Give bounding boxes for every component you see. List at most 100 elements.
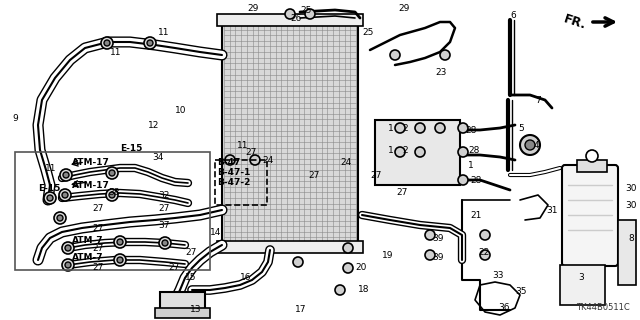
Text: 11: 11 [110, 47, 122, 57]
Circle shape [44, 192, 56, 204]
Text: 1: 1 [388, 124, 394, 132]
Text: 1: 1 [468, 161, 474, 170]
Circle shape [343, 243, 353, 253]
Bar [222, 22, 358, 245]
Text: 36: 36 [498, 303, 509, 313]
Text: 20: 20 [355, 263, 366, 273]
Text: 17: 17 [295, 306, 307, 315]
Bar [618, 220, 636, 285]
Bar [15, 152, 210, 270]
Bar [577, 160, 607, 172]
Text: E-15: E-15 [120, 143, 142, 153]
Text: 18: 18 [358, 285, 369, 294]
Text: 2: 2 [402, 124, 408, 132]
Circle shape [109, 170, 115, 176]
Text: 1: 1 [388, 146, 394, 155]
Text: 6: 6 [510, 11, 516, 20]
Circle shape [114, 236, 126, 248]
Text: B-47: B-47 [217, 157, 241, 166]
Circle shape [480, 230, 490, 240]
Circle shape [65, 245, 71, 251]
Circle shape [250, 155, 260, 165]
Text: 27: 27 [92, 263, 104, 273]
Circle shape [62, 242, 74, 254]
Bar [160, 292, 205, 314]
Text: 39: 39 [432, 234, 444, 243]
Bar [375, 120, 460, 185]
Text: 4: 4 [534, 140, 540, 149]
Circle shape [458, 147, 468, 157]
Circle shape [162, 240, 168, 246]
Text: ATM-17: ATM-17 [72, 157, 110, 166]
Circle shape [415, 147, 425, 157]
Text: 22: 22 [478, 247, 489, 257]
Circle shape [395, 123, 405, 133]
Circle shape [147, 40, 153, 46]
Text: 33: 33 [492, 270, 504, 279]
Text: 12: 12 [148, 121, 159, 130]
Text: 27: 27 [245, 148, 257, 156]
Bar [222, 22, 358, 245]
Text: 27: 27 [92, 223, 104, 233]
Circle shape [144, 37, 156, 49]
Text: 35: 35 [515, 287, 527, 297]
Text: 8: 8 [628, 234, 634, 243]
Circle shape [458, 123, 468, 133]
Text: 13: 13 [190, 306, 202, 315]
Text: 11: 11 [237, 140, 248, 149]
Circle shape [109, 192, 115, 198]
Text: 27: 27 [185, 247, 196, 257]
Circle shape [480, 250, 490, 260]
Text: 27: 27 [158, 204, 170, 212]
Text: 28: 28 [468, 146, 479, 155]
Text: B-47-1: B-47-1 [217, 167, 250, 177]
Text: 11: 11 [45, 164, 56, 172]
Circle shape [425, 250, 435, 260]
Circle shape [62, 259, 74, 271]
Circle shape [335, 285, 345, 295]
Text: 39: 39 [432, 253, 444, 262]
Text: 16: 16 [240, 274, 252, 283]
Text: 34: 34 [152, 153, 163, 162]
Text: ATM-7: ATM-7 [72, 253, 104, 262]
Circle shape [114, 254, 126, 266]
Circle shape [101, 37, 113, 49]
Circle shape [458, 175, 468, 185]
Text: 24: 24 [262, 156, 273, 164]
Text: 27: 27 [308, 171, 319, 180]
Text: 14: 14 [210, 228, 221, 236]
Text: 29: 29 [247, 4, 259, 12]
Circle shape [106, 189, 118, 201]
Text: 3: 3 [578, 274, 584, 283]
Bar [215, 160, 267, 205]
Text: 2: 2 [402, 146, 408, 155]
Circle shape [435, 123, 445, 133]
Text: 5: 5 [518, 124, 524, 132]
Text: 29: 29 [398, 4, 410, 12]
Circle shape [62, 192, 68, 198]
Circle shape [293, 257, 303, 267]
Text: B-47-2: B-47-2 [217, 178, 250, 187]
Text: 27: 27 [370, 171, 381, 180]
Text: 25: 25 [300, 5, 312, 14]
FancyBboxPatch shape [562, 165, 618, 266]
Circle shape [390, 50, 400, 60]
Text: 27: 27 [396, 188, 408, 196]
Text: 19: 19 [382, 251, 394, 260]
Circle shape [57, 215, 63, 221]
Circle shape [440, 50, 450, 60]
Text: 30: 30 [625, 201, 637, 210]
Circle shape [65, 262, 71, 268]
Circle shape [305, 9, 315, 19]
Circle shape [395, 147, 405, 157]
Text: 26: 26 [290, 13, 301, 22]
Text: 27: 27 [92, 244, 104, 252]
Text: 9: 9 [12, 114, 18, 123]
Text: 27: 27 [168, 263, 179, 273]
Circle shape [586, 150, 598, 162]
Circle shape [59, 189, 71, 201]
Text: 30: 30 [625, 183, 637, 193]
Circle shape [63, 172, 69, 178]
Text: ATM-7: ATM-7 [72, 236, 104, 244]
Bar [217, 14, 363, 26]
